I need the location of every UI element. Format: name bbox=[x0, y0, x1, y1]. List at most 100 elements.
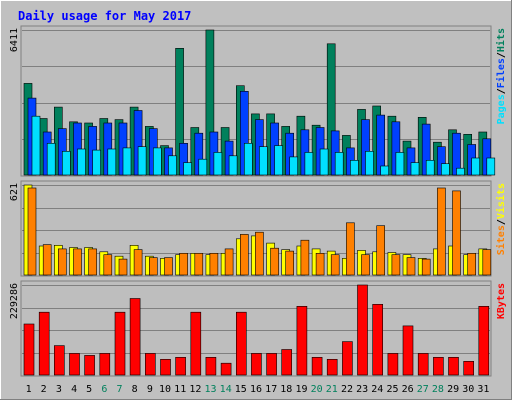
day-axis-labels: 1 2 3 4 5 6 7 8 9 10 11 12 13 14 15 16 17 18 19 20 21 22 23 24 2… bbox=[26, 384, 490, 395]
sites-bar bbox=[421, 258, 431, 276]
kbytes-bar bbox=[114, 311, 126, 376]
sites-bar bbox=[452, 190, 461, 276]
middle-series-sites bbox=[27, 187, 492, 276]
kbytes-bar bbox=[69, 353, 80, 376]
pages-bar bbox=[153, 147, 162, 176]
sites-bar bbox=[27, 187, 37, 276]
day-label: 25 bbox=[386, 384, 398, 395]
middle-panel: 621 Sites/Visits bbox=[9, 180, 507, 277]
sites-bar bbox=[164, 257, 173, 276]
kbytes-bar bbox=[175, 356, 186, 376]
pages-bar bbox=[92, 149, 101, 176]
day-label: 9 bbox=[147, 384, 153, 395]
bottom-panel: 229286 KBytes bbox=[9, 280, 507, 377]
kbytes-bar bbox=[478, 305, 490, 376]
kbytes-bar bbox=[311, 356, 323, 376]
sites-bar bbox=[103, 254, 113, 276]
legend-entry: Hits bbox=[495, 28, 507, 52]
day-label: 12 bbox=[189, 384, 201, 395]
sites-bar bbox=[330, 254, 340, 276]
day-label: 15 bbox=[235, 384, 247, 395]
top-max-label: 6411 bbox=[9, 28, 20, 52]
sites-bar bbox=[255, 231, 264, 276]
day-label: 8 bbox=[132, 384, 138, 395]
pages-bar bbox=[122, 147, 132, 176]
kbytes-bar bbox=[372, 303, 384, 376]
kbytes-bar bbox=[342, 341, 353, 376]
kbytes-bar bbox=[220, 362, 232, 376]
day-label: 6 bbox=[101, 384, 107, 395]
sites-bar bbox=[391, 254, 401, 276]
pages-bar bbox=[213, 152, 223, 176]
kbytes-bar bbox=[160, 358, 171, 376]
day-label: 21 bbox=[326, 384, 338, 395]
day-label: 20 bbox=[311, 384, 323, 395]
pages-bar bbox=[304, 152, 314, 176]
pages-bar bbox=[77, 148, 86, 176]
pages-bar bbox=[107, 148, 117, 176]
pages-bar bbox=[365, 151, 374, 176]
pages-bar bbox=[334, 152, 344, 176]
sites-bar bbox=[133, 249, 143, 276]
kbytes-bar bbox=[433, 356, 444, 376]
sites-bar bbox=[240, 234, 249, 276]
sites-bar bbox=[361, 254, 370, 276]
day-label: 19 bbox=[295, 384, 307, 395]
sites-bar bbox=[118, 258, 128, 276]
day-label: 3 bbox=[56, 384, 62, 395]
bottom-series-kbytes bbox=[23, 284, 490, 376]
pages-bar bbox=[244, 143, 253, 176]
pages-bar bbox=[289, 156, 299, 176]
pages-bar bbox=[471, 157, 481, 176]
sites-bar bbox=[482, 249, 492, 276]
kbytes-bar bbox=[281, 349, 293, 376]
pages-bar bbox=[274, 145, 283, 176]
day-label: 27 bbox=[417, 384, 429, 395]
day-label: 5 bbox=[86, 384, 92, 395]
kbytes-bar bbox=[296, 305, 308, 376]
pages-bar bbox=[380, 165, 390, 176]
day-label: 13 bbox=[204, 384, 216, 395]
sites-bar bbox=[437, 187, 446, 276]
pages-bar bbox=[183, 162, 192, 176]
pages-bar bbox=[425, 160, 435, 176]
day-label: 17 bbox=[265, 384, 277, 395]
kbytes-bar bbox=[448, 356, 459, 376]
pages-bar bbox=[441, 163, 450, 176]
sites-bar bbox=[285, 250, 295, 276]
day-label: 1 bbox=[26, 384, 32, 395]
sites-bar bbox=[57, 248, 67, 276]
sites-bar bbox=[224, 248, 234, 276]
pages-bar bbox=[456, 167, 465, 176]
day-label: 22 bbox=[341, 384, 353, 395]
day-label: 18 bbox=[280, 384, 292, 395]
pages-bar bbox=[319, 148, 329, 176]
sites-bar bbox=[315, 253, 325, 276]
pages-bar bbox=[61, 151, 71, 176]
kbytes-bar bbox=[402, 325, 414, 376]
day-label: 14 bbox=[220, 384, 232, 395]
pages-bar bbox=[228, 155, 238, 176]
sites-bar bbox=[300, 239, 310, 276]
top-series-legend: Pages/Files/Hits bbox=[495, 28, 507, 124]
day-label: 30 bbox=[462, 384, 474, 395]
sites-bar bbox=[346, 222, 355, 276]
legend-entry: Visits bbox=[495, 183, 507, 219]
pages-bar bbox=[486, 157, 496, 176]
legend-entry: Pages bbox=[496, 94, 507, 124]
day-label: 2 bbox=[41, 384, 47, 395]
kbytes-bar bbox=[38, 311, 50, 376]
day-label: 16 bbox=[250, 384, 262, 395]
pages-bar bbox=[168, 155, 177, 176]
day-label: 24 bbox=[371, 384, 383, 395]
legend-entry: Files bbox=[495, 58, 507, 88]
chart-title: Daily usage for May 2017 bbox=[18, 9, 191, 23]
kbytes-bar bbox=[251, 353, 262, 376]
kbytes-bar bbox=[190, 311, 202, 376]
sites-bar bbox=[467, 253, 477, 276]
kbytes-bar bbox=[357, 284, 368, 376]
chart-panels: 6411 Pages/Files/Hits 621Sites/Visits22928… bbox=[9, 25, 507, 377]
sites-bar bbox=[376, 225, 386, 276]
